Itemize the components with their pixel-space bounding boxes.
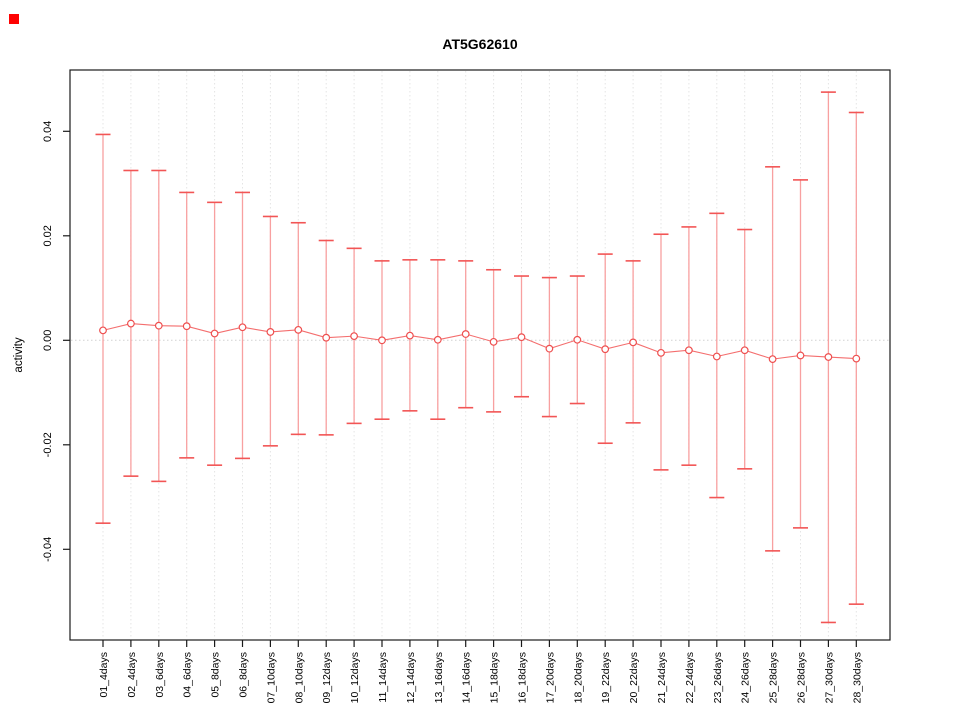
x-tick-label: 03_6days	[154, 652, 166, 698]
chart-title: AT5G62610	[442, 36, 517, 52]
data-points	[99, 319, 861, 364]
axes: -0.04 -0.02 0.00 0.02 0.04 01_4days 02_4days 03…	[42, 121, 863, 704]
x-tick-label: 13_16days	[433, 652, 445, 703]
x-tick-label: 14_16days	[461, 652, 473, 703]
data-point	[433, 335, 442, 344]
data-point	[768, 355, 777, 364]
x-tick-label: 16_18days	[517, 652, 529, 703]
y-tick-label: -0.04	[42, 537, 54, 562]
data-point	[294, 325, 303, 334]
data-point	[266, 328, 275, 336]
x-tick-label: 17_20days	[544, 652, 556, 703]
x-tick-label: 23_26days	[712, 652, 724, 703]
data-point	[796, 351, 805, 360]
data-point	[685, 346, 693, 355]
x-tick-label: 02_4days	[126, 652, 138, 698]
red-marker	[9, 14, 19, 24]
data-point	[378, 336, 386, 345]
x-tick-label: 15_18days	[489, 652, 501, 703]
data-point	[350, 332, 359, 341]
x-tick-label: 18_20days	[572, 652, 584, 703]
x-tick-label: 04_6days	[182, 652, 194, 698]
gridlines	[102, 71, 857, 639]
series-line	[102, 323, 857, 360]
x-tick-label: 08_10days	[293, 652, 305, 703]
data-point	[601, 345, 610, 354]
x-tick-label: 21_24days	[656, 652, 668, 703]
data-point	[238, 323, 247, 332]
data-point	[406, 331, 414, 340]
data-point	[824, 353, 833, 361]
x-tick-label: 10_12days	[349, 652, 361, 703]
plot-area-border	[69, 69, 891, 641]
data-point	[126, 319, 135, 328]
x-tick-label: 07_10days	[265, 652, 277, 703]
x-tick-label: 06_8days	[238, 652, 250, 698]
x-tick-label: 11_14days	[377, 652, 389, 703]
y-tick-label: 0.02	[42, 225, 54, 246]
x-tick-label: 25_28days	[768, 652, 780, 703]
x-tick-label: 20_22days	[628, 652, 640, 703]
y-tick-label: 0.04	[42, 121, 54, 142]
x-tick-label: 26_28days	[796, 652, 808, 703]
x-tick-label: 12_14days	[405, 652, 417, 703]
x-tick-label: 24_26days	[740, 652, 752, 703]
data-point	[461, 330, 470, 338]
x-tick-label: 27_30days	[823, 652, 835, 703]
data-point	[517, 333, 526, 342]
error-bars	[95, 91, 864, 624]
data-point	[210, 329, 219, 338]
series-polyline	[102, 323, 857, 360]
data-point	[629, 338, 637, 347]
y-axis-title: activity	[13, 337, 25, 372]
data-point	[154, 321, 163, 330]
x-tick-label: 28_30days	[851, 652, 863, 703]
data-point	[852, 354, 861, 363]
data-point	[545, 344, 554, 353]
x-tick-label: 05_8days	[210, 652, 222, 698]
data-point	[322, 333, 331, 342]
data-point	[712, 352, 721, 361]
x-tick-label: 22_24days	[684, 652, 696, 703]
data-point	[573, 335, 582, 344]
data-point	[182, 322, 191, 331]
x-tick-label: 01_4days	[98, 652, 110, 698]
x-tick-label: 09_12days	[321, 652, 333, 703]
data-point	[740, 346, 749, 355]
y-tick-label: 0.00	[42, 330, 54, 351]
x-tick-label: 19_22days	[600, 652, 612, 703]
data-point	[657, 348, 665, 357]
data-point	[489, 337, 498, 346]
y-tick-label: -0.02	[42, 432, 54, 457]
data-point	[99, 326, 107, 335]
